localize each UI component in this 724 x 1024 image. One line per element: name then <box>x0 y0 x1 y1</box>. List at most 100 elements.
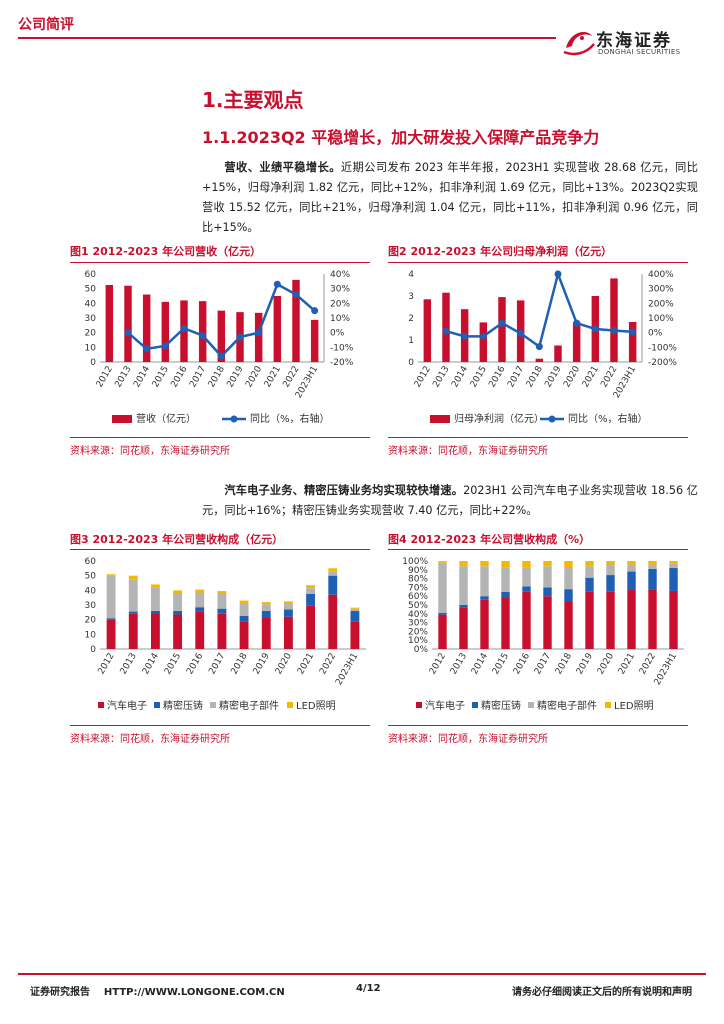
legend-label: 精密压铸 <box>481 699 521 712</box>
bar <box>254 312 263 362</box>
stacked-bar-segment <box>669 561 678 564</box>
bar <box>572 322 581 362</box>
line-point <box>311 307 319 315</box>
y-tick-label: 0 <box>90 358 96 368</box>
legend-label: LED照明 <box>614 700 654 712</box>
y-tick-label: 60% <box>408 592 428 602</box>
footer-disclaimer: 请务必仔细阅读正文后的所有说明和声明 <box>512 987 692 998</box>
y-tick-label: 10 <box>85 343 97 353</box>
y2-tick-label: 300% <box>648 285 674 295</box>
stacked-bar-segment <box>283 616 293 649</box>
line-point <box>236 333 244 341</box>
y-tick-label: 4 <box>408 270 414 280</box>
y2-tick-label: 100% <box>648 314 674 324</box>
stacked-bar-segment <box>585 566 594 578</box>
fig1-title-rule <box>70 262 370 263</box>
stacked-bar-segment <box>648 564 657 569</box>
x-tick-label: 2021 <box>581 365 601 390</box>
stacked-bar-segment <box>627 564 636 572</box>
fig2-title: 图2 2012-2023 年公司归母净利润（亿元） <box>388 245 613 258</box>
y-tick-label: 50% <box>408 601 428 611</box>
stacked-bar-segment <box>543 587 552 597</box>
stacked-bar-segment <box>239 616 249 622</box>
stacked-bar-segment <box>150 584 160 588</box>
stacked-bar-segment <box>173 594 183 611</box>
legend-swatch <box>416 702 422 708</box>
line-point <box>442 327 450 335</box>
x-tick-label: 2015 <box>163 652 183 677</box>
fig1-title: 图1 2012-2023 年公司营收（亿元） <box>70 245 262 258</box>
x-tick-label: 2014 <box>470 651 490 676</box>
x-tick-label: 2018 <box>525 364 545 389</box>
x-tick-label: 2019 <box>225 364 245 389</box>
stacked-bar-segment <box>217 594 227 609</box>
stacked-bar-segment <box>261 604 271 611</box>
stacked-bar-segment <box>543 566 552 588</box>
stacked-bar-segment <box>239 603 249 616</box>
fig3-title: 图3 2012-2023 年公司营收构成（亿元） <box>70 533 284 546</box>
line-point <box>124 329 132 337</box>
y-tick-label: 0% <box>414 645 429 655</box>
legend-swatch-bar <box>112 415 132 423</box>
stacked-bar-segment <box>585 591 594 649</box>
fig4-title-rule <box>388 549 688 550</box>
stacked-bar-segment <box>173 614 183 649</box>
y-tick-label: 30 <box>85 314 97 324</box>
stacked-bar-segment <box>669 563 678 569</box>
x-tick-label: 2022 <box>638 652 658 677</box>
fig1-chart: 0102030405060201220132014201520162017201… <box>85 270 354 425</box>
stacked-bar-segment <box>585 561 594 567</box>
x-tick-label: 2016 <box>185 651 205 676</box>
legend-label: 归母净利润（亿元） <box>454 412 544 425</box>
y-tick-label: 10% <box>408 636 428 646</box>
stacked-bar-segment <box>306 605 316 649</box>
stacked-bar-segment <box>669 590 678 649</box>
y2-tick-label: -10% <box>330 343 354 353</box>
footer-site[interactable]: 证券研究报告 HTTP://WWW.LONGONE.COM.CN <box>30 987 285 998</box>
bar <box>310 319 319 362</box>
line-point <box>217 352 225 360</box>
line-point <box>610 326 618 334</box>
stacked-bar-segment <box>195 589 205 593</box>
y2-tick-label: -200% <box>648 358 677 368</box>
stacked-bar-segment <box>261 602 271 605</box>
stacked-bar-segment <box>150 613 160 649</box>
y-tick-label: 40 <box>85 586 97 596</box>
legend-label: 同比（%，右轴） <box>250 412 330 425</box>
stacked-bar-segment <box>627 590 636 649</box>
bar <box>535 358 544 362</box>
bar <box>610 278 618 362</box>
x-tick-label: 2018 <box>230 651 250 676</box>
x-tick-label: 2012 <box>95 365 115 390</box>
x-tick-label: 2013 <box>431 365 451 390</box>
line-point <box>180 324 188 332</box>
stacked-bar-segment <box>606 591 615 649</box>
line-point <box>479 332 487 340</box>
y-tick-label: 3 <box>408 292 414 302</box>
legend-label: 精密压铸 <box>163 699 203 712</box>
line-point <box>554 270 562 278</box>
fig4-chart: 0%10%20%30%40%50%60%70%80%90%100%2012 201… <box>402 557 684 712</box>
stacked-bar-segment <box>328 594 338 649</box>
company-logo-icon <box>563 32 595 56</box>
bar <box>628 321 637 362</box>
fig4-title: 图4 2012-2023 年公司营收构成（%） <box>388 533 591 546</box>
x-tick-label: 2013 <box>119 652 139 677</box>
paragraph-segments: 汽车电子业务、精密压铸业务均实现较快增速。2023H1 公司汽车电子业务实现营收… <box>202 481 698 521</box>
stacked-bar-segment <box>459 607 468 649</box>
x-tick-label: 2013 <box>113 365 133 390</box>
stacked-bar-segment <box>522 561 531 568</box>
logo-text-cn: 东海证券 <box>596 31 672 51</box>
x-tick-label: 2016 <box>512 651 532 676</box>
fig3-source: 资料来源：同花顺，东海证券研究所 <box>70 734 230 745</box>
section-title: 1.主要观点 <box>202 88 304 112</box>
legend-swatch-bar <box>430 415 450 423</box>
y2-tick-label: -20% <box>330 358 354 368</box>
stacked-bar-segment <box>564 568 573 590</box>
line-point <box>629 328 637 336</box>
line-point <box>255 329 263 337</box>
subsection-title: 1.1.2023Q2 平稳增长，加大研发投入保障产品竞争力 <box>202 128 600 147</box>
y2-tick-label: 40% <box>330 270 350 280</box>
x-tick-label: 2012 <box>428 652 448 677</box>
y-tick-label: 30% <box>408 619 428 629</box>
